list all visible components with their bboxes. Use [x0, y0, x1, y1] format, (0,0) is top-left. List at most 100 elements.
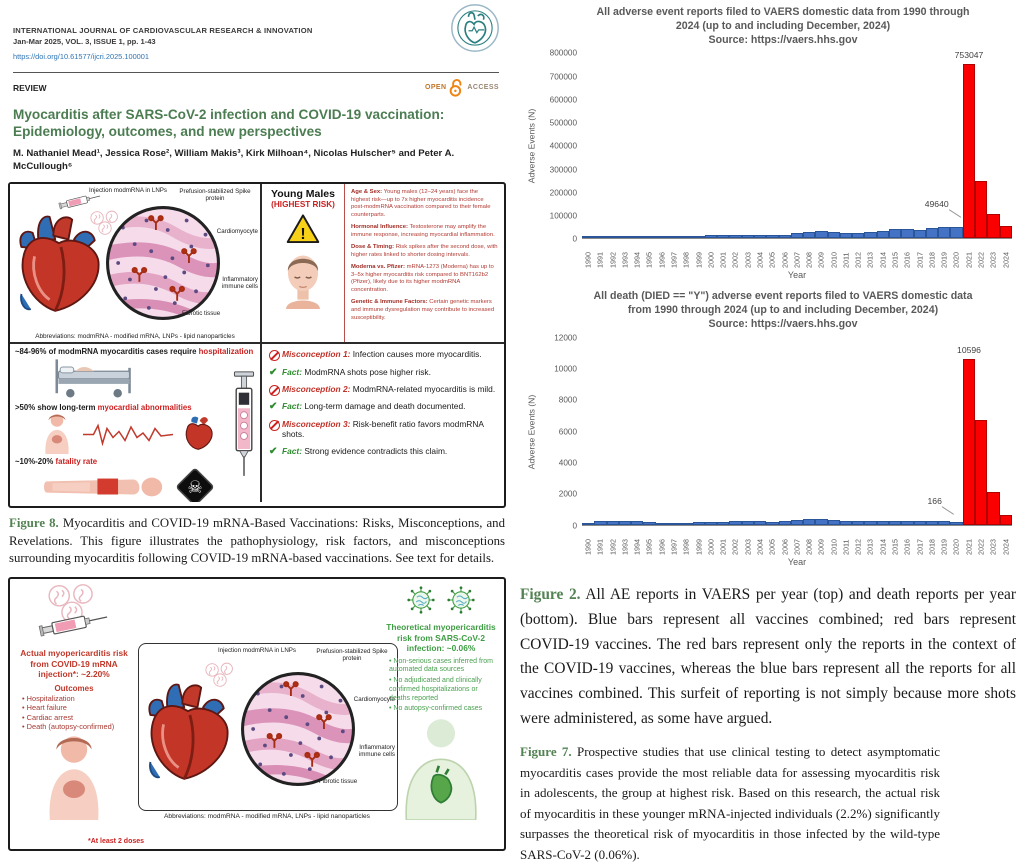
bar-slot — [766, 338, 779, 525]
y-axis-tick: 8000 — [558, 395, 577, 405]
bar-2023 — [987, 491, 1000, 525]
x-axis-tick: 2011 — [841, 539, 851, 555]
bar-slot — [913, 338, 926, 525]
bar-slot — [950, 338, 963, 525]
bar-2006 — [778, 521, 791, 525]
recovered-person-illustration — [397, 716, 485, 820]
outcomes-title: Outcomes — [54, 683, 94, 693]
bar-1998 — [680, 235, 693, 239]
bar-slot — [667, 338, 681, 525]
label-fibrotic-tissue: Fibrotic tissue — [319, 778, 358, 786]
bar-2019 — [938, 227, 951, 239]
bar-1994 — [631, 236, 644, 239]
bar-slot — [717, 338, 730, 525]
bar-slot — [839, 53, 853, 239]
no-symbol-icon — [269, 384, 280, 396]
chart1-plot-area: 753047 49640 — [582, 50, 1012, 240]
check-icon: ✔ — [269, 446, 278, 458]
bar-slot — [631, 338, 644, 525]
x-axis-tick: 2015 — [890, 252, 900, 269]
young-male-head-illustration — [274, 247, 332, 309]
bar-slot — [582, 53, 595, 239]
journal-logo-icon — [450, 3, 500, 53]
chart2-plot-area: 10596 166 — [582, 338, 1012, 526]
bar-slot — [680, 338, 693, 525]
bar-2004 — [753, 234, 767, 239]
x-axis-tick: 2012 — [853, 252, 863, 269]
bar-slot — [692, 53, 705, 239]
x-axis-tick: 2003 — [743, 538, 753, 555]
x-axis-tick: 2001 — [718, 252, 728, 269]
fact-item: ✔ Fact: ModmRNA shots pose higher risk. — [269, 366, 431, 378]
bar-2022 — [975, 420, 988, 525]
x-axis-tick: 2021 — [964, 252, 974, 269]
x-axis-tick: 2000 — [706, 252, 716, 269]
label-injection: Injection modmRNA in LNPs — [217, 647, 297, 655]
label-cardiomyocyte: Cardiomyocyte — [353, 696, 395, 704]
figure7-caption-label: Figure 7. — [520, 744, 572, 760]
y-axis-tick: 2000 — [558, 489, 577, 499]
x-axis-tick: 2010 — [829, 252, 839, 269]
theoretical-bullet-item: No adjudicated and clinically confirmed … — [382, 677, 500, 703]
journal-issue: Jan-Mar 2025, VOL. 3, ISSUE 1, pp. 1-43 — [13, 37, 156, 46]
bar-2011 — [839, 232, 853, 239]
bar-slot — [643, 53, 656, 239]
x-axis-tick: 2009 — [816, 538, 826, 555]
doi-link[interactable]: https://doi.org/10.61577/ijcri.2025.1000… — [13, 52, 150, 61]
label-spike-protein: Prefusion-stabilized Spike protein — [179, 188, 251, 203]
bar-slot — [815, 338, 828, 525]
bar-2007 — [790, 519, 804, 525]
bar-annotation: 49640 — [924, 198, 949, 209]
heart-histology-panel: Injection modmRNA in LNPs Prefusion-stab… — [10, 184, 262, 343]
x-axis-tick: 2023 — [988, 252, 998, 269]
bar-slot — [655, 53, 668, 239]
bar-2004 — [753, 521, 767, 525]
bar-1992 — [606, 520, 619, 525]
no-symbol-icon — [269, 419, 280, 431]
chart2-title: All death (DIED == "Y") adverse event re… — [593, 290, 973, 330]
x-axis-tick: 1991 — [595, 538, 605, 555]
deceased-body-icon — [40, 472, 168, 502]
bar-2010 — [827, 519, 840, 525]
bar-slot — [618, 53, 632, 239]
bar-1994 — [631, 520, 644, 525]
chest-pain-person-illustration — [31, 732, 117, 820]
misconception-item: Misconception 1: Infection causes more m… — [269, 349, 498, 362]
bar-1997 — [667, 235, 681, 239]
bar-slot — [717, 53, 730, 239]
x-axis-tick: 2022 — [976, 252, 986, 269]
bar-2012 — [852, 232, 865, 239]
figure8-caption: Figure 8. Myocarditis and COVID-19 mRNA-… — [9, 516, 505, 566]
x-axis-tick: 2022 — [976, 538, 986, 555]
x-axis-tick: 2021 — [964, 538, 974, 555]
bar-annotation: 10596 — [957, 345, 981, 356]
bar-slot — [876, 338, 890, 525]
bar-2002 — [729, 235, 742, 239]
x-axis-tick: 2007 — [792, 538, 802, 555]
x-axis-tick: 2023 — [988, 538, 998, 555]
article-title: Myocarditis after SARS-CoV-2 infection a… — [13, 107, 499, 140]
y-axis-tick: 600000 — [549, 95, 577, 105]
label-abbreviations: Abbreviations: modmRNA - modified mRNA, … — [35, 332, 235, 340]
bar-2005 — [766, 521, 779, 525]
histology-illustration — [104, 204, 222, 322]
x-axis-tick: 1992 — [608, 252, 618, 269]
histology-illustration — [239, 670, 357, 788]
x-axis-tick: 2002 — [731, 252, 741, 269]
figure7-caption: Figure 7. Prospective studies that use c… — [520, 744, 940, 862]
outcome-item: Heart failure — [14, 703, 134, 713]
bar-1995 — [643, 236, 656, 239]
bar-slot — [680, 53, 693, 239]
bar-1999 — [692, 235, 705, 239]
x-axis-tick: 2004 — [755, 538, 765, 555]
x-axis-tick: 2019 — [939, 538, 949, 555]
outcomes-list: HospitalizationHeart failureCardiac arre… — [14, 694, 134, 733]
outcome-item: Hospitalization — [14, 694, 134, 704]
x-axis-tick: 2012 — [853, 538, 863, 555]
bar-2014 — [876, 230, 890, 239]
x-axis-tick: 2019 — [939, 252, 949, 269]
ecg-trace-icon — [80, 418, 176, 448]
bar-2020 — [950, 522, 963, 525]
bar-1993 — [618, 236, 632, 239]
article-title-line2: Epidemiology, outcomes, and new perspect… — [13, 123, 322, 139]
